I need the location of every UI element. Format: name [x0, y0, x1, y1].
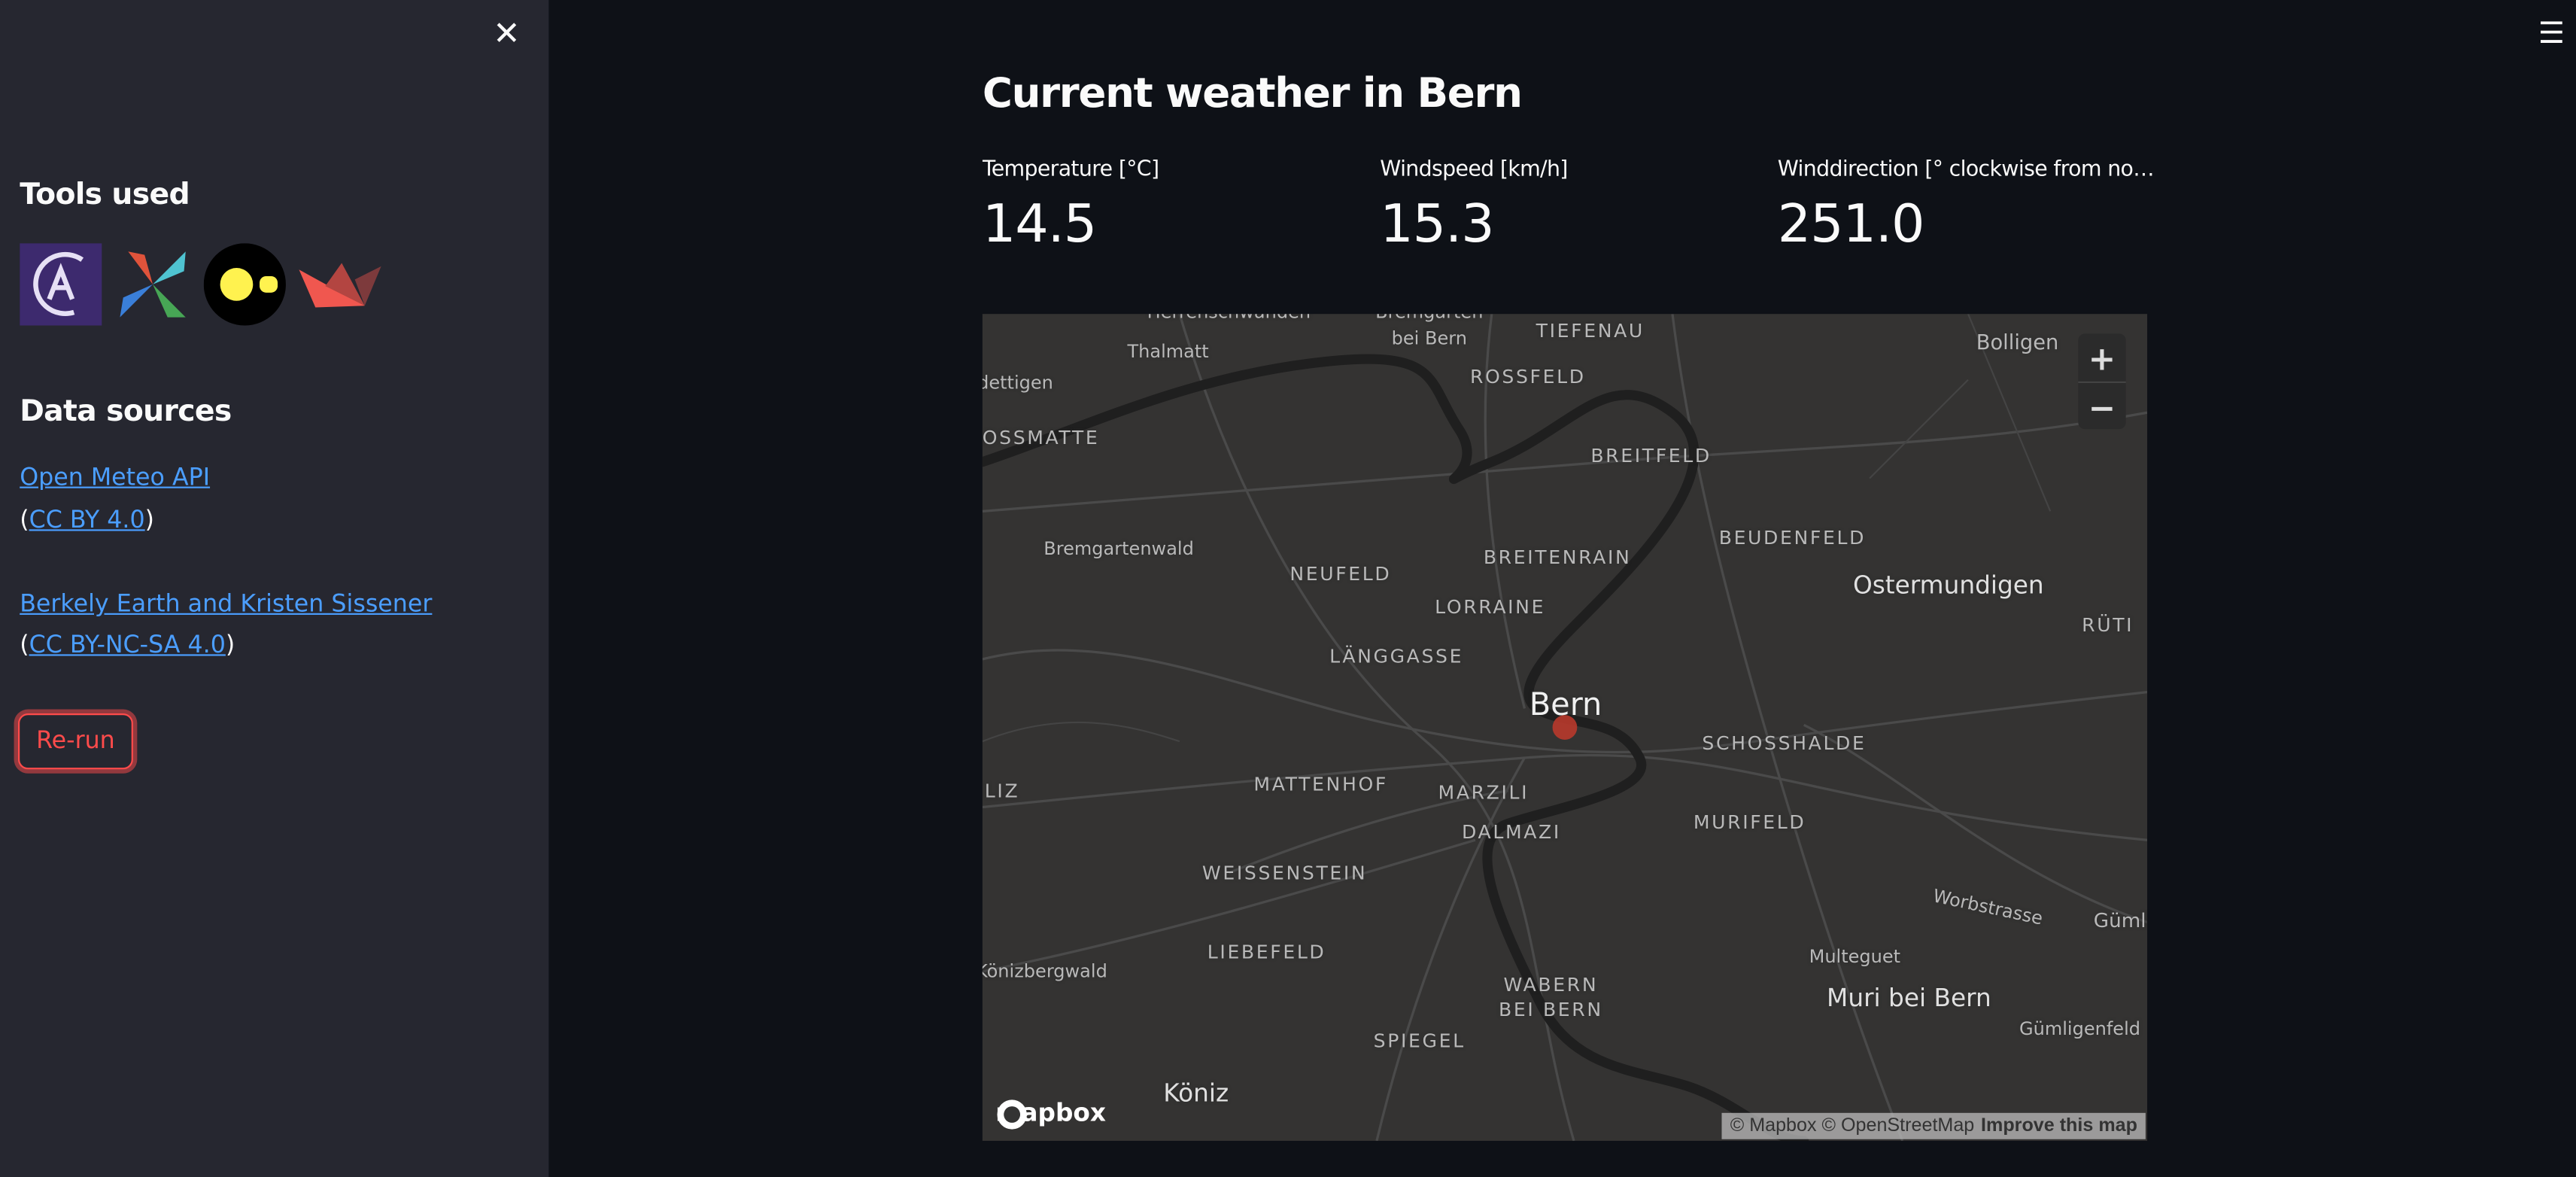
map-label: RÜTI — [2082, 613, 2134, 637]
map-label: bei Bern — [1391, 327, 1467, 350]
map-label: Bremgartenwald — [1043, 538, 1194, 560]
hamburger-menu-icon[interactable]: ☰ — [2538, 16, 2565, 51]
map-label: LÄNGGASSE — [1329, 644, 1464, 668]
map-label: Könizbergwald — [982, 960, 1107, 983]
metric-label: Windspeed [km/h] — [1380, 157, 1568, 183]
metric-value: 251.0 — [1777, 192, 1925, 255]
metric-value: 15.3 — [1380, 192, 1494, 255]
mapbox-icon — [997, 1099, 1027, 1130]
zoom-out-button[interactable]: − — [2078, 381, 2126, 431]
map-streets — [982, 314, 2148, 1141]
close-icon[interactable]: ✕ — [493, 13, 521, 53]
astronomer-logo — [20, 243, 102, 326]
map-label: DALMAZI — [1462, 820, 1561, 844]
attribution-text[interactable]: © Mapbox © OpenStreetMap — [1730, 1116, 1975, 1136]
map-label: WEISSENSTEIN — [1201, 861, 1368, 885]
metric-label: Winddirection [° clockwise from north] — [1777, 157, 2155, 183]
improve-map-link[interactable]: Improve this map — [1981, 1116, 2137, 1136]
map-label: MATTENHOF — [1253, 772, 1388, 796]
map-label: BREITFELD — [1590, 443, 1712, 467]
map-label: BEUDENFELD — [1718, 525, 1867, 549]
map-label: Gümligenfeld — [2019, 1018, 2141, 1040]
map-label: LORRAINE — [1435, 595, 1546, 619]
map-label: ROSSFELD — [1469, 364, 1586, 388]
map[interactable]: Herrenschwanden Bremgarten bei Bern Thal… — [982, 314, 2148, 1141]
map-label: LIEBEFELD — [1207, 940, 1326, 964]
map-label: TIEFENAU — [1536, 318, 1645, 342]
cc-by-nc-sa-link[interactable]: CC BY-NC-SA 4.0 — [29, 632, 226, 659]
paren: ) — [225, 632, 235, 659]
map-label: Köniz — [1163, 1078, 1229, 1109]
tools-heading: Tools used — [20, 177, 190, 212]
map-label: LOSSMATTE — [982, 425, 1100, 449]
map-label: Bolligen — [1976, 329, 2059, 354]
map-label: Bremgarten — [1375, 314, 1483, 323]
map-label: NEUFELD — [1290, 562, 1392, 585]
paren: ( — [20, 507, 29, 534]
map-label: Ostermundigen — [1852, 570, 2044, 601]
paren: ) — [144, 507, 155, 534]
metric-winddirection: Winddirection [° clockwise from north] 2… — [1778, 158, 2155, 255]
map-label: BEI BERN — [1498, 997, 1603, 1021]
sidebar: ✕ Tools used Data sources Open Meteo API… — [0, 0, 549, 1177]
open-meteo-link[interactable]: Open Meteo API — [20, 465, 211, 492]
airflow-logo — [120, 251, 186, 318]
map-attribution: © Mapbox © OpenStreetMap Improve this map — [1721, 1112, 2146, 1139]
zoom-in-button[interactable]: + — [2088, 337, 2116, 378]
location-marker — [1552, 715, 1578, 740]
map-label: MURIFELD — [1693, 810, 1806, 834]
cc-by-link[interactable]: CC BY 4.0 — [29, 507, 145, 534]
map-label: MARZILI — [1438, 780, 1530, 804]
map-label: Gümli — [2093, 908, 2148, 932]
map-label: WABERN — [1503, 973, 1599, 996]
metric-label: Temperature [°C] — [982, 157, 1159, 183]
berkeley-earth-link[interactable]: Berkely Earth and Kristen Sissener — [20, 592, 433, 619]
paren: ( — [20, 632, 29, 659]
map-label: dettigen — [982, 372, 1053, 394]
data-sources-heading: Data sources — [20, 394, 232, 430]
map-label: Muri bei Bern — [1827, 983, 1991, 1013]
map-label: SPIEGEL — [1373, 1029, 1466, 1052]
map-label: LIZ — [984, 779, 1020, 802]
map-label: Thalmatt — [1127, 341, 1209, 363]
page-title: Current weather in Bern — [982, 68, 1523, 117]
metric-windspeed: Windspeed [km/h] 15.3 — [1380, 158, 1757, 255]
map-label: Herrenschwanden — [1147, 314, 1311, 323]
metric-value: 14.5 — [982, 192, 1097, 255]
tools-logos — [20, 243, 384, 326]
rerun-button[interactable]: Re-run — [18, 713, 133, 770]
metric-temperature: Temperature [°C] 14.5 — [983, 158, 1360, 255]
mapbox-logo: mapbox — [995, 1098, 1106, 1130]
duckdb-logo — [203, 243, 286, 326]
map-label: BREITENRAIN — [1483, 546, 1632, 569]
map-label: Multeguet — [1809, 946, 1901, 968]
streamlit-logo — [299, 263, 381, 308]
zoom-controls: + − — [2078, 333, 2126, 431]
map-label: SCHOSSHALDE — [1702, 731, 1867, 755]
